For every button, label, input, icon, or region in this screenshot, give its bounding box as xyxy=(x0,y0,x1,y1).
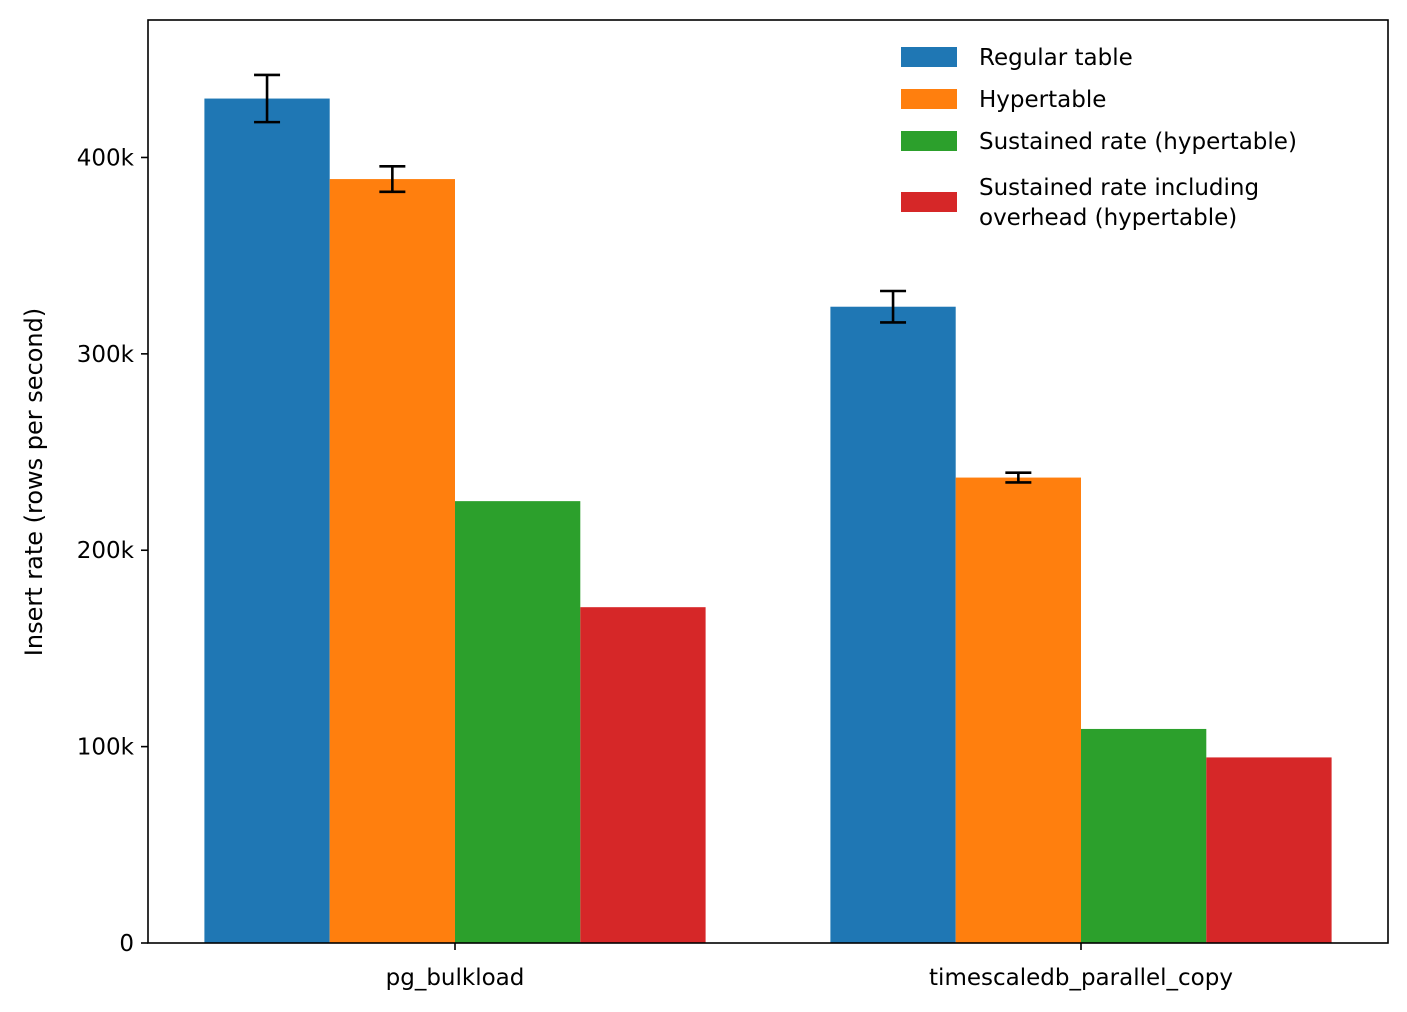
y-tick-label-2: 200k xyxy=(77,538,135,564)
legend-label-1: Hypertable xyxy=(979,87,1106,113)
bar-2-0 xyxy=(455,501,581,943)
error-bars-layer xyxy=(254,73,1032,484)
bar-3-0 xyxy=(580,607,706,943)
legend-label-3: Sustained rate including overhead (hypert… xyxy=(979,175,1259,231)
y-tick-label-4: 400k xyxy=(77,145,135,171)
error-bar-1-0 xyxy=(379,165,406,194)
legend-swatch-2 xyxy=(901,131,957,151)
legend-label-2: Sustained rate (hypertable) xyxy=(979,129,1297,155)
bar-3-1 xyxy=(1206,757,1332,943)
legend-item-3: Sustained rate including overhead (hypert… xyxy=(901,175,1259,231)
bar-2-1 xyxy=(1081,728,1207,943)
error-bar-0-0 xyxy=(254,73,281,124)
legend-swatch-1 xyxy=(901,89,957,109)
y-axis-label: Insert rate (rows per second) xyxy=(20,308,48,656)
legend-swatch-0 xyxy=(901,47,957,67)
bar-0-1 xyxy=(830,306,956,944)
y-axis: 0 100k 200k 300k 400k xyxy=(77,145,148,957)
legend-item-1: Hypertable xyxy=(901,87,1106,113)
bar-0-0 xyxy=(204,98,330,943)
error-bar-1-1 xyxy=(1005,471,1032,484)
y-tick-label-3: 300k xyxy=(77,342,135,368)
y-tick-label-0: 0 xyxy=(119,931,134,957)
legend-item-2: Sustained rate (hypertable) xyxy=(901,129,1297,155)
legend-swatch-3 xyxy=(901,192,957,212)
x-tick-label-0: pg_bulkload xyxy=(386,965,525,991)
x-axis: pg_bulkload timescaledb_parallel_copy xyxy=(386,943,1233,991)
legend: Regular table Hypertable Sustained rate (h… xyxy=(901,45,1297,231)
x-tick-label-1: timescaledb_parallel_copy xyxy=(929,965,1233,991)
bar-1-1 xyxy=(955,477,1081,943)
bars-layer xyxy=(204,98,1332,944)
bar-1-0 xyxy=(329,179,455,944)
error-bar-0-1 xyxy=(880,289,907,324)
legend-label-0: Regular table xyxy=(979,45,1133,71)
y-tick-label-1: 100k xyxy=(77,735,135,761)
legend-item-0: Regular table xyxy=(901,45,1133,71)
plot-frame xyxy=(147,19,1389,944)
